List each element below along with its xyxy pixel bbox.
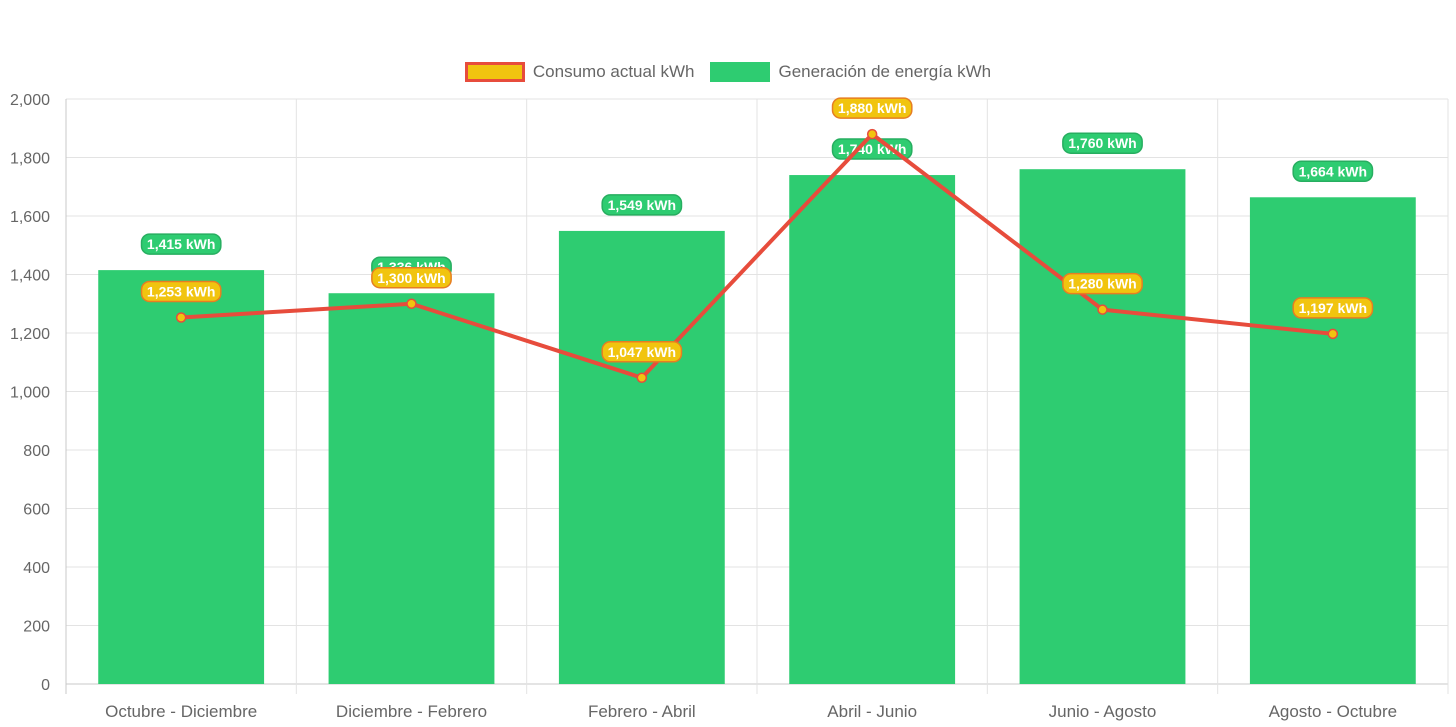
generation-data-label-bg	[1292, 160, 1374, 183]
y-tick-label: 200	[23, 619, 50, 636]
x-tick-label: Junio - Agosto	[1049, 702, 1157, 721]
generation-bar[interactable]	[558, 230, 725, 685]
consumption-data-label-bg	[140, 280, 222, 303]
consumption-point[interactable]	[1327, 328, 1339, 340]
generation-data-label: 1,664 kWh	[1299, 163, 1367, 179]
legend-label-generacion: Generación de energía kWh	[778, 62, 992, 81]
generation-data-label-bg	[140, 233, 222, 255]
generation-bar[interactable]	[789, 175, 956, 685]
consumption-data-label: 1,253 kWh	[147, 283, 215, 299]
generation-data-label-bg	[601, 194, 683, 216]
x-tick-label: Abril - Junio	[827, 702, 917, 721]
x-tick-label: Diciembre - Febrero	[336, 702, 487, 721]
legend-swatch-generacion	[710, 62, 771, 82]
legend-label-consumo: Consumo actual kWh	[532, 62, 695, 81]
generation-data-label-bg	[1062, 132, 1143, 154]
consumption-data-label-bg	[371, 267, 452, 289]
y-tick-label: 2,000	[10, 92, 50, 109]
generation-bar[interactable]	[1019, 169, 1186, 684]
consumption-line	[181, 132, 1334, 380]
consumption-point[interactable]	[866, 128, 878, 140]
y-tick-label: 600	[23, 502, 50, 519]
consumption-data-label-bg	[831, 97, 913, 119]
consumption-data-label: 1,300 kWh	[377, 270, 445, 286]
consumption-data-label: 1,280 kWh	[1068, 276, 1136, 292]
consumption-point[interactable]	[175, 312, 187, 323]
y-tick-label: 1,000	[10, 385, 50, 402]
consumption-point[interactable]	[406, 298, 417, 309]
consumption-data-label: 1,197 kWh	[1299, 300, 1367, 316]
generation-data-label: 1,549 kWh	[608, 197, 676, 213]
consumption-data-label-bg	[1292, 297, 1374, 319]
generation-data-label: 1,760 kWh	[1068, 135, 1136, 151]
generation-bar[interactable]	[1249, 197, 1416, 684]
consumption-data-label: 1,047 kWh	[608, 344, 676, 360]
y-tick-label: 0	[41, 677, 50, 694]
x-tick-label: Febrero - Abril	[588, 702, 696, 721]
x-tick-label: Agosto - Octubre	[1269, 702, 1398, 721]
y-tick-label: 1,200	[10, 326, 50, 343]
chart-legend: Consumo actual kWh Generación de energía…	[0, 62, 1456, 82]
consumption-data-label-bg	[1062, 272, 1143, 295]
consumption-point[interactable]	[636, 372, 648, 384]
legend-swatch-consumo	[464, 62, 525, 82]
consumption-data-label-bg	[601, 341, 683, 363]
y-tick-label: 800	[23, 443, 50, 460]
y-tick-label: 400	[23, 560, 50, 577]
y-tick-label: 1,400	[10, 268, 50, 285]
generation-bar[interactable]	[98, 270, 265, 684]
generation-data-label: 1,415 kWh	[147, 236, 215, 252]
legend-item-consumo[interactable]: Consumo actual kWh	[464, 62, 695, 82]
generation-bar[interactable]	[328, 293, 495, 684]
y-tick-label: 1,600	[10, 209, 50, 226]
y-tick-label: 1,800	[10, 151, 50, 168]
x-tick-label: Octubre - Diciembre	[105, 702, 257, 721]
consumption-data-label: 1,880 kWh	[838, 100, 906, 116]
legend-item-generacion[interactable]: Generación de energía kWh	[710, 62, 991, 82]
consumption-point[interactable]	[1097, 304, 1108, 315]
